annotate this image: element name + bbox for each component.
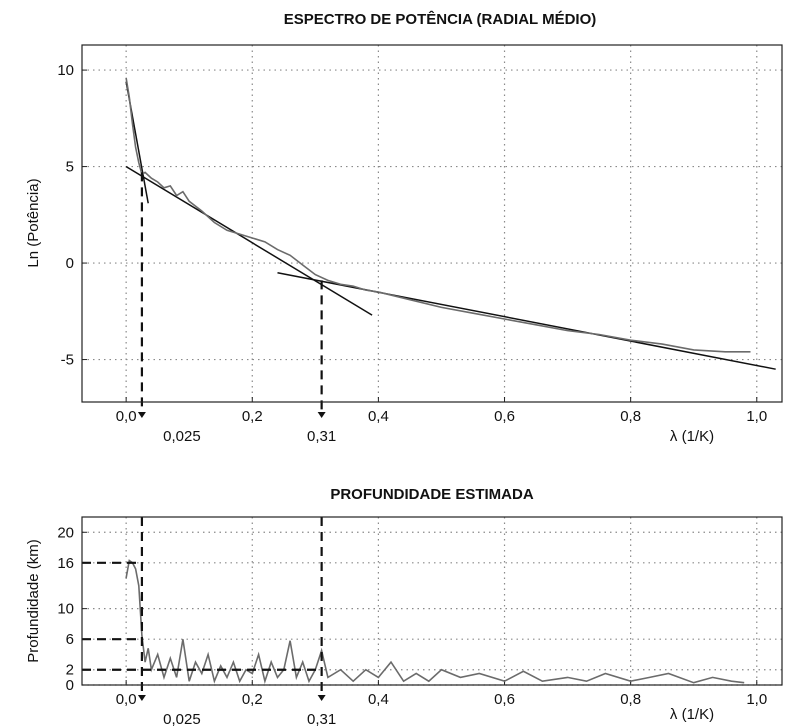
x-tick-label: 0,6 (494, 691, 515, 708)
x-tick-label: 0,4 (368, 408, 389, 425)
y-tick-label: 6 (66, 631, 74, 648)
y-tick-label: 16 (57, 555, 74, 572)
x-tick-label: 0,2 (242, 691, 263, 708)
fit-lines (125, 81, 776, 370)
series-line (125, 559, 745, 685)
plot-frame (81, 516, 783, 686)
arrow-icon (317, 412, 326, 418)
y-axis-label: Profundidade (km) (25, 539, 42, 662)
arrow-icon (137, 412, 146, 418)
y-tick-label: 2 (66, 662, 74, 679)
y-tick-label: 10 (57, 601, 74, 618)
series (125, 559, 745, 685)
arrow-icon (137, 695, 146, 701)
x-tick-label: 0,6 (494, 408, 515, 425)
arrow-icon (317, 695, 326, 701)
x-tick-label: 0,8 (620, 408, 641, 425)
y-tick-label: -5 (61, 352, 74, 369)
fit-line (277, 271, 776, 370)
marker-label: 0,025 (163, 711, 201, 728)
power-spectrum-chart: ESPECTRO DE POTÊNCIA (RADIAL MÉDIO) Ln (… (25, 10, 783, 445)
x-tick-label: 1,0 (746, 408, 767, 425)
grid (82, 45, 782, 402)
dashed-markers: 0,025 0,31 (137, 172, 336, 445)
x-axis-label: λ (1/K) (670, 706, 714, 723)
y-tick-label: 20 (57, 524, 74, 541)
series-line (125, 77, 751, 353)
marker-label: 0,31 (307, 428, 336, 445)
chart-title: PROFUNDIDADE ESTIMADA (330, 486, 534, 503)
marker-label: 0,025 (163, 428, 201, 445)
series (125, 77, 751, 353)
grid (82, 517, 782, 686)
y-tick-label: 5 (66, 159, 74, 176)
chart-title: ESPECTRO DE POTÊNCIA (RADIAL MÉDIO) (284, 10, 597, 28)
depth-estimate-chart: PROFUNDIDADE ESTIMADA Profundidade (km) … (25, 486, 783, 728)
y-tick-label: 10 (57, 62, 74, 79)
y-axis-label: Ln (Potência) (25, 178, 42, 267)
marker-label: 0,31 (307, 711, 336, 728)
dashed-markers: 0,025 0,31 (82, 517, 336, 728)
fit-line (125, 165, 373, 316)
tick-labels: 0,0 0,2 0,4 0,6 0,8 1,0 -5 0 5 10 (57, 62, 767, 425)
plot-frame (81, 44, 783, 403)
x-tick-label: 0,4 (368, 691, 389, 708)
x-tick-label: 1,0 (746, 691, 767, 708)
x-tick-label: 0,0 (116, 691, 137, 708)
x-tick-label: 0,0 (116, 408, 137, 425)
tick-labels: 0,0 0,2 0,4 0,6 0,8 1,0 02 6 10 16 20 (57, 524, 767, 708)
x-axis-label: λ (1/K) (670, 428, 714, 445)
x-tick-label: 0,2 (242, 408, 263, 425)
y-tick-label: 0 (66, 677, 74, 694)
x-tick-label: 0,8 (620, 691, 641, 708)
y-tick-label: 0 (66, 255, 74, 272)
